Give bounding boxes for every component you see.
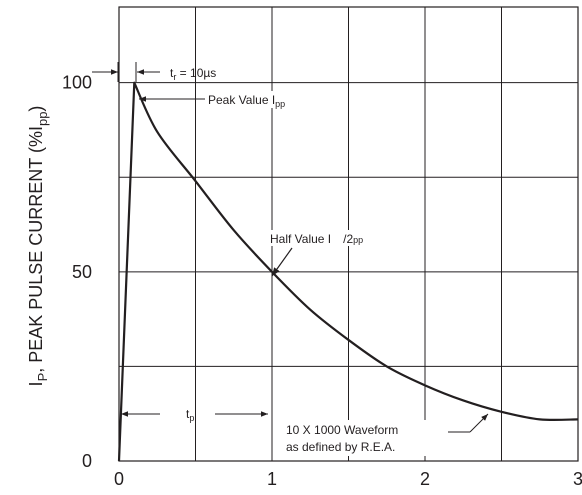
half-value-annotation: Half Value I/2pp bbox=[267, 230, 402, 277]
pulse-time-annotation: tp bbox=[121, 407, 268, 423]
peak-label: Peak Value Ipp bbox=[208, 93, 285, 109]
half-value-label: Half Value I/2pp bbox=[270, 232, 363, 246]
waveform-arrow bbox=[469, 413, 489, 433]
x-tick-label-0: 0 bbox=[114, 469, 124, 489]
peak-label-bg bbox=[205, 91, 343, 108]
rise-time-annotation: tr = 10µs bbox=[92, 62, 216, 82]
x-tick-label-2: 2 bbox=[420, 469, 430, 489]
waveform-label-line1: 10 X 1000 Waveform bbox=[286, 423, 398, 437]
waveform-annotation: 10 X 1000 Waveform as defined by R.E.A. bbox=[282, 413, 489, 456]
waveform-label-bg bbox=[282, 420, 450, 456]
waveform-label-line2: as defined by R.E.A. bbox=[286, 440, 395, 454]
y-tick-label-100: 100 bbox=[62, 73, 92, 93]
rise-time-label: tr = 10µs bbox=[170, 66, 216, 82]
y-axis-label: IP, PEAK PULSE CURRENT (%Ipp) bbox=[26, 106, 50, 387]
series-line-0 bbox=[117, 81, 579, 462]
series bbox=[117, 81, 579, 462]
pulse-time-label: tp bbox=[186, 407, 194, 423]
y-tick-label-0: 0 bbox=[82, 451, 92, 471]
plot-frame bbox=[118, 6, 579, 462]
half-value-arrow bbox=[271, 247, 293, 277]
grid bbox=[119, 7, 578, 461]
x-tick-label-3: 3 bbox=[573, 469, 582, 489]
y-tick-label-50: 50 bbox=[72, 262, 92, 282]
axes: 0 1 2 3 0 50 100 bbox=[62, 6, 582, 489]
half-label-bg bbox=[267, 230, 402, 246]
peak-annotation: Peak Value Ipp bbox=[139, 91, 343, 109]
x-tick-label-1: 1 bbox=[267, 469, 277, 489]
